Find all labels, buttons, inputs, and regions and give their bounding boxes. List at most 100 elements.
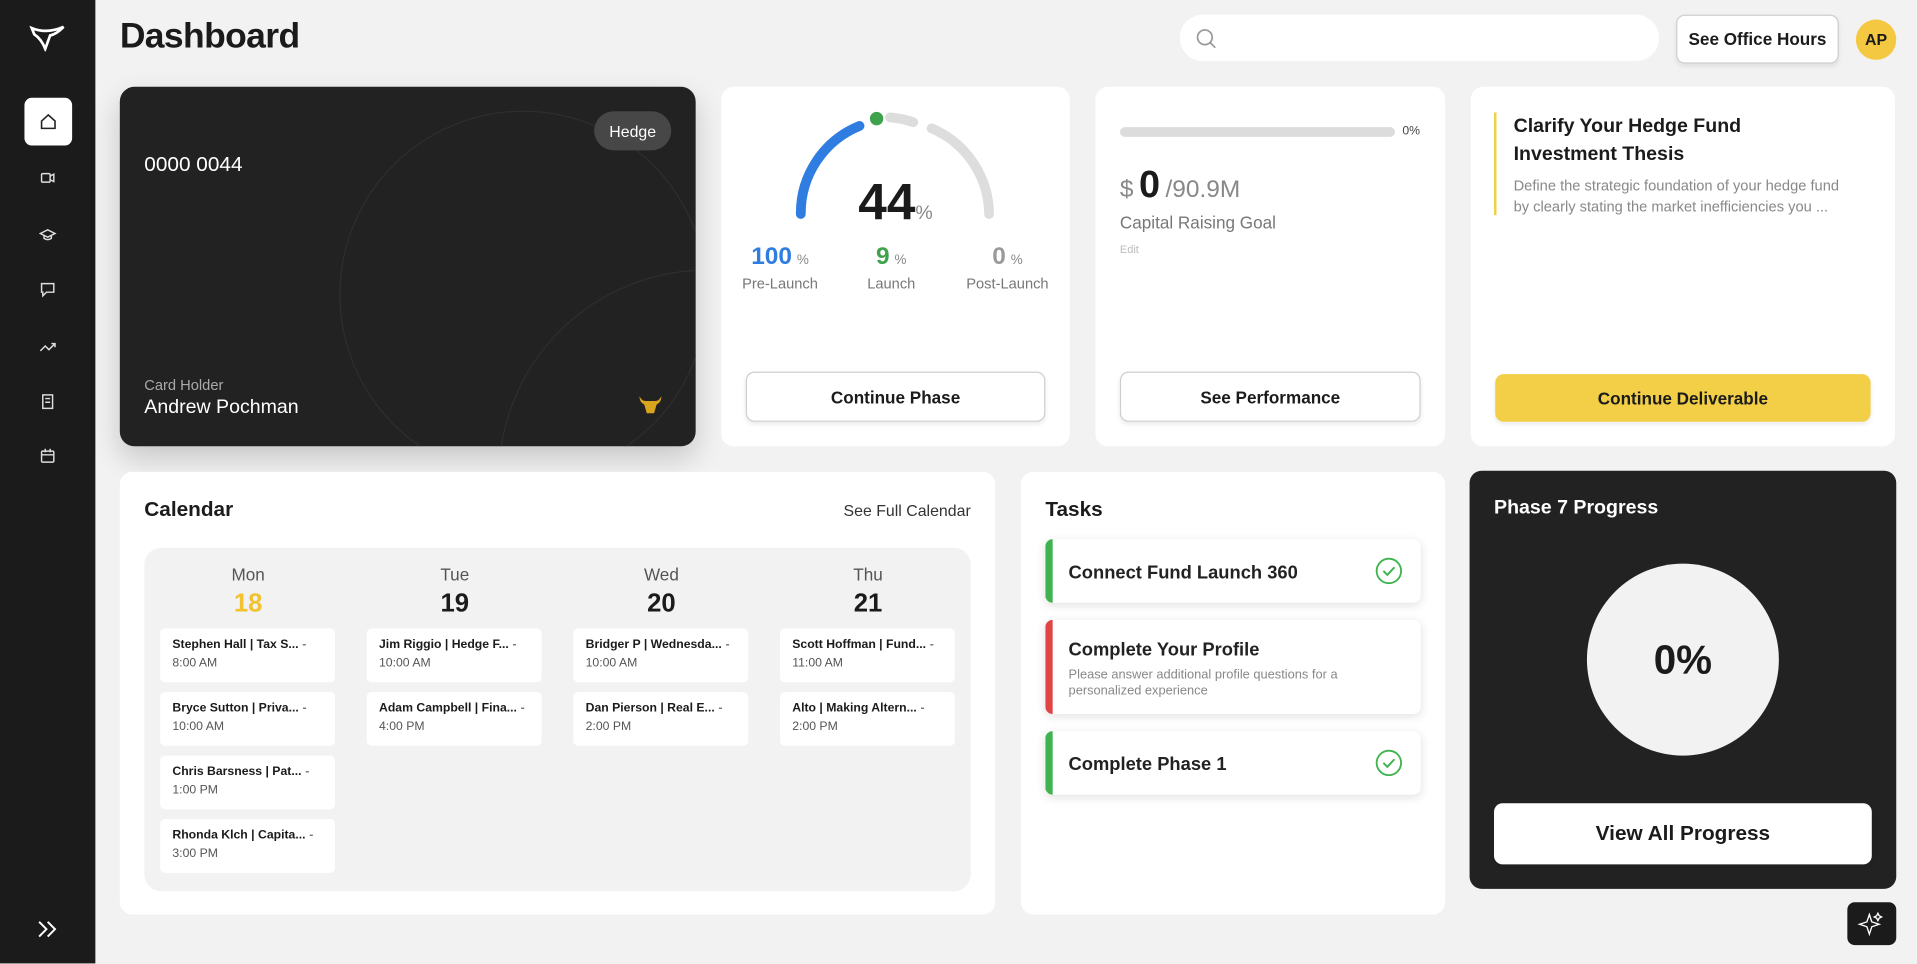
phase-stat-label: Pre-Launch bbox=[742, 275, 818, 293]
calendar-title: Calendar bbox=[144, 497, 234, 521]
fund-card: Hedge 0000 0044 Card Holder Andrew Pochm… bbox=[119, 86, 696, 447]
office-hours-button[interactable]: See Office Hours bbox=[1676, 14, 1839, 64]
tasks-title: Tasks bbox=[1045, 497, 1103, 521]
capital-goal: /90.9M bbox=[1165, 176, 1241, 203]
event-dash: - bbox=[305, 765, 310, 779]
card-number: 0000 0044 bbox=[144, 152, 243, 177]
event-time: 4:00 PM bbox=[379, 720, 425, 734]
calendar-event[interactable]: Dan Pierson | Real E... - 2:00 PM bbox=[573, 691, 749, 746]
capital-edit[interactable]: Edit bbox=[1119, 243, 1139, 256]
tasks-panel: Tasks Connect Fund Launch 360 Complete Yo… bbox=[1020, 471, 1446, 915]
calendar-event[interactable]: Alto | Making Altern... - 2:00 PM bbox=[780, 691, 955, 746]
calendar-grid: Mon 18 Stephen Hall | Tax S... -8:00 AM Bryc… bbox=[144, 547, 971, 892]
phase-stat-row: 9% bbox=[830, 243, 952, 271]
event-name: Rhonda Klch | Capita... bbox=[172, 828, 306, 843]
logo bbox=[29, 25, 65, 52]
weekday: Mon bbox=[231, 564, 265, 585]
event-dash: - bbox=[718, 701, 723, 716]
phase-stat: 0% Post-Launch bbox=[946, 243, 1068, 292]
day-date: 20 bbox=[647, 589, 676, 618]
phase-gauge bbox=[795, 111, 994, 219]
capital-amount: 0 bbox=[1138, 162, 1161, 206]
event-title: Jim Riggio | Hedge F... - bbox=[379, 638, 529, 651]
calendar-event[interactable]: Stephen Hall | Tax S... - 8:00 AM bbox=[160, 628, 335, 683]
ai-assistant-button[interactable] bbox=[1847, 902, 1897, 946]
event-time: 2:00 PM bbox=[585, 720, 632, 734]
event-dash: - bbox=[725, 638, 730, 652]
phase-stat-unit: % bbox=[796, 253, 809, 268]
event-title: Rhonda Klch | Capita... - bbox=[172, 829, 322, 842]
phase-stat: 100% Pre-Launch bbox=[719, 243, 841, 292]
capital-card: 0% $ 0 /90.9M Capital Raising Goal Edit … bbox=[1095, 86, 1446, 447]
deliverable-accent bbox=[1494, 112, 1497, 216]
calendar-event[interactable]: Bridger P | Wednesda... - 10:00 AM bbox=[573, 628, 749, 683]
day-date: 21 bbox=[853, 589, 883, 618]
event-dash: - bbox=[512, 638, 517, 652]
task-title: Complete Phase 1 bbox=[1068, 754, 1227, 776]
event-time: 3:00 PM bbox=[172, 847, 218, 861]
task-description: Please answer additional profile questio… bbox=[1068, 667, 1338, 699]
page-title: Dashboard bbox=[119, 17, 300, 57]
capital-label: Capital Raising Goal bbox=[1119, 212, 1276, 233]
deliverable-card: Clarify Your Hedge Fund Investment Thesi… bbox=[1470, 86, 1896, 447]
event-title: Alto | Making Altern... - bbox=[792, 702, 942, 715]
progress-title: Phase 7 Progress bbox=[1494, 497, 1659, 519]
calendar-event[interactable]: Jim Riggio | Hedge F... - 10:00 AM bbox=[366, 628, 542, 683]
event-name: Alto | Making Altern... bbox=[792, 701, 917, 716]
event-title: Stephen Hall | Tax S... - bbox=[172, 638, 322, 651]
event-dash: - bbox=[920, 701, 925, 716]
calendar-event[interactable]: Chris Barsness | Pat... - 1:00 PM bbox=[160, 755, 335, 810]
event-title: Adam Campbell | Fina... - bbox=[379, 702, 529, 715]
event-dash: - bbox=[302, 701, 307, 716]
event-time: 10:00 AM bbox=[379, 656, 431, 670]
task-item[interactable]: Complete Phase 1 bbox=[1045, 731, 1421, 795]
day-date: 18 bbox=[233, 589, 263, 618]
sidebar bbox=[0, 0, 96, 964]
weekday: Tue bbox=[440, 564, 470, 585]
phase-stat-unit: % bbox=[1010, 253, 1023, 268]
event-title: Bryce Sutton | Priva... - bbox=[172, 702, 322, 715]
nav-icons[interactable] bbox=[34, 166, 61, 472]
see-performance-button[interactable]: See Performance bbox=[1119, 371, 1421, 422]
continue-phase-button[interactable]: Continue Phase bbox=[745, 371, 1046, 422]
calendar-event[interactable]: Scott Hoffman | Fund... - 11:00 AM bbox=[780, 628, 955, 683]
task-accent bbox=[1045, 539, 1053, 603]
task-item[interactable]: Connect Fund Launch 360 bbox=[1045, 539, 1421, 603]
phase-percent-unit: % bbox=[915, 202, 933, 224]
event-name: Bridger P | Wednesda... bbox=[585, 638, 722, 652]
search-bar[interactable] bbox=[1179, 14, 1660, 62]
event-time: 10:00 AM bbox=[172, 720, 225, 734]
avatar[interactable]: AP bbox=[1855, 19, 1897, 60]
weekday: Thu bbox=[853, 564, 883, 585]
phase-stat-value: 0 bbox=[992, 243, 1006, 271]
calendar-event[interactable]: Rhonda Klch | Capita... - 3:00 PM bbox=[160, 819, 335, 873]
calendar-event[interactable]: Bryce Sutton | Priva... - 10:00 AM bbox=[160, 691, 335, 746]
view-progress-button[interactable]: View All Progress bbox=[1494, 803, 1872, 865]
event-name: Scott Hoffman | Fund... bbox=[792, 638, 927, 652]
phase-stat-unit: % bbox=[894, 253, 907, 268]
event-title: Dan Pierson | Real E... - bbox=[586, 702, 736, 715]
phase-stat: 9% Launch bbox=[830, 243, 952, 292]
phase-stat-label: Launch bbox=[867, 275, 916, 293]
holder-name: Andrew Pochman bbox=[144, 397, 299, 419]
continue-deliverable-button[interactable]: Continue Deliverable bbox=[1495, 374, 1871, 422]
event-name: Bryce Sutton | Priva... bbox=[172, 701, 299, 716]
calendar-link[interactable]: See Full Calendar bbox=[843, 501, 971, 520]
expand-sidebar[interactable] bbox=[37, 919, 59, 939]
event-title: Chris Barsness | Pat... - bbox=[172, 765, 322, 778]
progress-circle: 0% bbox=[1586, 563, 1779, 756]
task-accent bbox=[1045, 619, 1053, 714]
calendar-event[interactable]: Adam Campbell | Fina... - 4:00 PM bbox=[366, 691, 542, 746]
phase-percent: 44% bbox=[721, 172, 1069, 231]
progress-panel: Phase 7 Progress 0% View All Progress bbox=[1469, 470, 1897, 889]
task-check bbox=[1375, 557, 1403, 585]
event-title: Bridger P | Wednesda... - bbox=[586, 638, 736, 651]
event-time: 11:00 AM bbox=[792, 656, 844, 670]
task-item[interactable]: Complete Your Profile Please answer addit… bbox=[1045, 619, 1421, 714]
deliverable-description: Define the strategic foundation of your … bbox=[1513, 177, 1840, 216]
task-accent bbox=[1045, 731, 1053, 795]
calendar-panel: Calendar See Full Calendar Mon 18 Stephen … bbox=[119, 471, 996, 915]
event-name: Stephen Hall | Tax S... bbox=[172, 638, 299, 652]
nav-home[interactable] bbox=[24, 97, 73, 146]
